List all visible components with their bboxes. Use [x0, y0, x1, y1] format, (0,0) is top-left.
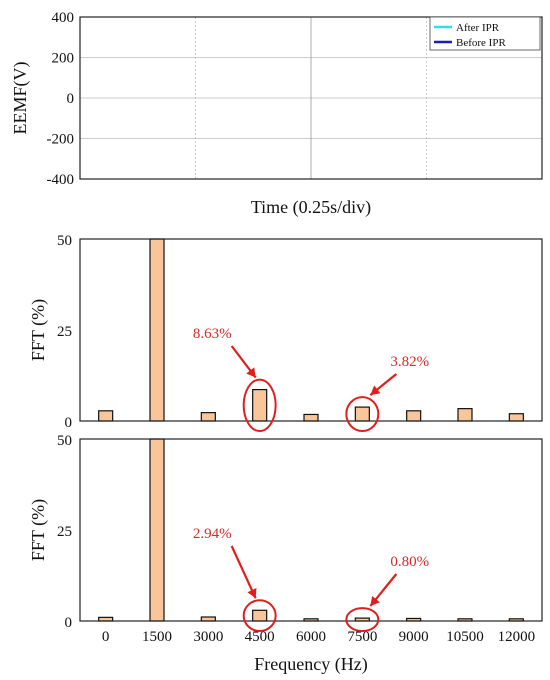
fft-xtick-label: 7500: [347, 629, 377, 645]
eemf-legend: After IPR Before IPR: [429, 16, 541, 51]
fft-annotation-arrowhead: [370, 595, 380, 607]
fft-after-plot-area: [80, 439, 542, 621]
eemf-xlabel: Time (0.25s/div): [251, 197, 371, 218]
fft-before-ylabel: FFT (%): [28, 299, 49, 361]
fft-before-annotations: 8.63% 3.82%: [193, 326, 429, 433]
fft-annotation-circle: [242, 599, 277, 632]
fft-ytick-label: 0: [65, 415, 73, 431]
fft-annotation-label: 0.80%: [390, 554, 429, 570]
eemf-grid: [80, 17, 542, 179]
eemf-ytick-label: 0: [67, 91, 75, 107]
fft-annotation-arrowhead: [247, 588, 257, 599]
fft-chart-before: 0 25 50 FFT (%) 8.63% 3.82%: [28, 233, 543, 433]
fft-annotation-label: 8.63%: [193, 326, 232, 342]
eemf-ytick-label: 200: [52, 51, 75, 67]
eemf-ytick-label: 400: [52, 10, 75, 26]
fft-xtick-label: 6000: [296, 629, 326, 645]
fft-xtick-label: 4500: [245, 629, 275, 645]
fft-before-yticks: 0 25 50: [57, 233, 72, 431]
fft-annotation-label: 3.82%: [390, 354, 429, 370]
fft-ytick-label: 25: [57, 524, 72, 540]
fft-bar-10500: [457, 408, 473, 422]
eemf-plot-frame: [79, 16, 543, 180]
fft-after-yticks: 0 25 50: [57, 433, 72, 631]
fft-after-plot-frame: [79, 438, 543, 622]
fft-xtick-label: 0: [102, 629, 110, 645]
fft-annotation-arrowhead: [370, 385, 381, 396]
fft-after-ylabel: FFT (%): [28, 499, 49, 561]
fft-annotation-circle: [345, 396, 380, 433]
fft-ytick-label: 50: [57, 233, 72, 249]
fft-after-annotations: 2.94% 0.80%: [193, 526, 429, 633]
eemf-chart: -400 -200 0 200 400 EEMF(V) Time (0.25s/div)…: [10, 10, 543, 218]
fft-after-bars: [98, 438, 524, 622]
fft-bar-1500: [149, 238, 165, 422]
legend-box: [429, 16, 541, 51]
fft-bar-4500: [252, 388, 268, 422]
eemf-ylabel: EEMF(V): [10, 62, 31, 135]
eemf-yticks: -400 -200 0 200 400: [47, 10, 75, 188]
fft-xtick-label: 9000: [399, 629, 429, 645]
fft-xtick-label: 3000: [193, 629, 223, 645]
fft-chart-after: 0 25 50 0 1500 3000 4500 6000 7500 9000 10500 1200…: [28, 433, 543, 675]
fft-bar-4500: [252, 609, 268, 622]
fft-bar-12000: [508, 413, 524, 422]
fft-after-xlabel: Frequency (Hz): [254, 654, 367, 675]
fft-xtick-label: 12000: [498, 629, 536, 645]
fft-bar-7500: [354, 406, 370, 422]
fft-annotation-arrow: [230, 545, 257, 599]
fft-bar-1500: [149, 438, 165, 622]
fft-annotation-circle: [345, 607, 380, 633]
fft-annotation-label: 2.94%: [193, 526, 232, 542]
eemf-ytick-label: -200: [47, 132, 75, 148]
fft-xtick-label: 1500: [142, 629, 172, 645]
fft-bar-9000: [406, 410, 422, 422]
fft-before-plot-area: [80, 239, 542, 421]
fft-after-xticks: 0 1500 3000 4500 6000 7500 9000 10500 12000: [102, 629, 535, 645]
fft-ytick-label: 50: [57, 433, 72, 449]
eemf-ytick-label: -400: [47, 172, 75, 188]
fft-bar-0: [98, 410, 114, 422]
legend-label-before-ipr: Before IPR: [456, 37, 506, 49]
fft-annotation-arrowhead: [246, 367, 256, 378]
fft-ytick-label: 0: [65, 615, 73, 631]
fft-bar-3000: [200, 412, 216, 422]
fft-before-plot-frame: [79, 238, 543, 422]
fft-annotation-circle: [242, 378, 277, 432]
fft-xtick-label: 10500: [446, 629, 484, 645]
legend-label-after-ipr: After IPR: [456, 22, 500, 34]
fft-bar-3000: [200, 616, 216, 622]
fft-bar-6000: [303, 413, 319, 422]
fft-ytick-label: 25: [57, 324, 72, 340]
